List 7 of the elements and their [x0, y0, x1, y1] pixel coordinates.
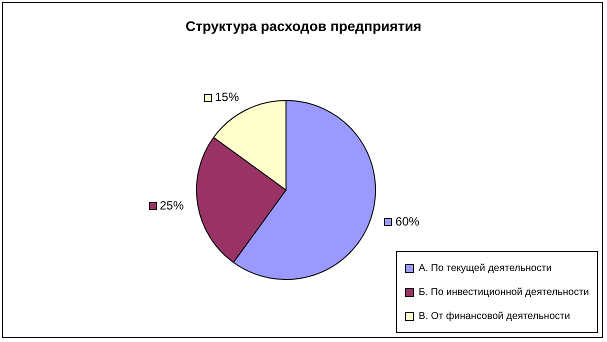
- chart-title: Структура расходов предприятия: [184, 18, 422, 34]
- data-label: 60%: [395, 214, 420, 228]
- legend-label: Б. По инвестиционной деятельности: [418, 286, 589, 298]
- data-label: 15%: [214, 90, 240, 104]
- data-label: 25%: [160, 198, 184, 213]
- legend-label: В. От финансовой деятельности: [418, 310, 570, 322]
- legend-label: А. По текущей деятельности: [418, 262, 552, 274]
